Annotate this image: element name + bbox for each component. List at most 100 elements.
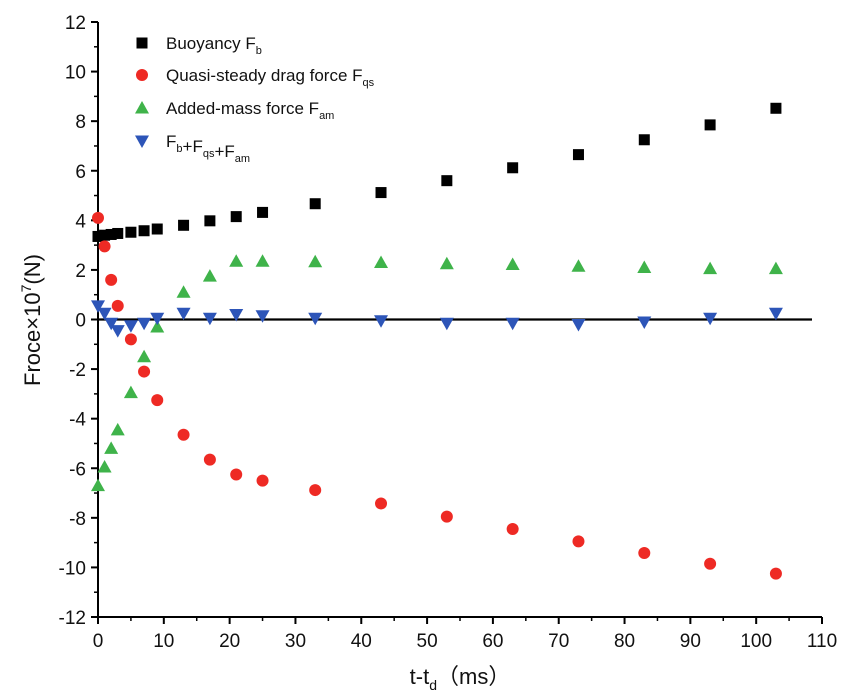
x-tick-label: 110 [807,631,837,652]
x-tick-label: 60 [482,631,503,652]
y-tick-label: 12 [65,13,86,34]
data-point [98,240,111,253]
data-point [255,254,270,267]
data-point [105,273,118,286]
y-tick-label: 6 [75,162,86,183]
x-tick-label: 20 [219,631,240,652]
y-tick-label: -6 [69,459,86,480]
legend-label: Added-mass force Fam [166,99,334,122]
series-1 [92,211,782,580]
data-point [704,557,717,570]
y-tick-label: -2 [69,360,86,381]
legend-label: Buoyancy Fb [166,34,262,57]
data-point [203,453,216,466]
data-point [441,175,453,187]
data-point [505,317,520,331]
axis-titles: t-td（ms） Froce×107(N) [18,254,510,693]
legend-label: Fb+Fqs+Fam [166,132,250,165]
data-point [257,206,269,218]
data-point [151,223,163,235]
data-point [256,474,269,487]
data-point [374,315,389,328]
legend-marker [136,69,148,81]
data-point [204,215,216,227]
data-point [97,307,112,321]
data-point [97,460,112,473]
data-point [111,299,124,312]
data-point [137,317,152,331]
data-point [92,211,104,224]
axes-layer: 0 10 20 30 40 50 60 70 80 90 100 110 -12 -10 -8 -6 -4 -2 0… [59,13,838,652]
data-point [309,198,321,210]
x-tick-label: 100 [740,631,772,652]
data-point [112,227,124,239]
y-tick-label: 2 [75,261,86,282]
y-tick-label: -12 [59,608,86,629]
data-point [138,225,150,237]
legend-marker [135,135,149,148]
x-axis-title: t-td（ms） [410,664,511,693]
data-point [308,254,323,268]
legend-entry: Buoyancy Fb [136,34,262,57]
data-point [92,230,104,242]
data-point [151,394,164,407]
data-point [572,149,584,161]
data-point [178,219,190,231]
data-point [110,325,125,338]
data-point [229,254,244,267]
y-tick-label: 8 [75,112,86,133]
data-point [506,522,519,535]
data-point [572,535,585,548]
data-point [123,385,138,399]
data-point [230,211,242,223]
data-point [704,119,716,131]
series-0 [92,102,782,242]
data-point [375,187,387,199]
data-point [571,259,586,272]
y-tick-label: 10 [65,63,86,84]
data-point [308,312,323,326]
data-point [104,317,119,331]
data-point [176,307,191,321]
x-tick-label: 10 [153,631,174,652]
x-tick-label: 80 [614,631,635,652]
legend-entry: Added-mass force Fam [135,99,334,122]
data-point [769,567,782,580]
data-point [770,102,782,114]
x-tick-label: 40 [351,631,372,652]
data-point [137,349,152,363]
data-point [99,229,111,241]
data-point [637,316,652,329]
x-tick-label: 30 [285,631,306,652]
data-point [638,547,651,560]
data-point [507,162,519,174]
data-point [255,310,270,323]
legend-entry: Quasi-steady drag force Fqs [136,66,375,89]
data-point [104,441,119,454]
y-tick-label: 4 [75,211,86,232]
legend-label: Quasi-steady drag force Fqs [166,66,375,89]
data-point [440,510,453,523]
x-tick-label: 0 [93,631,104,652]
data-point [105,228,117,240]
legend-marker [135,101,149,114]
data-point [177,428,190,441]
y-tick-label: -10 [59,558,86,579]
data-point [124,333,137,346]
data-point [150,319,165,333]
data-point [91,300,105,313]
data-point [202,269,217,282]
data-point [703,312,718,326]
data-point [138,365,151,378]
data-point [229,309,244,322]
legend: Buoyancy Fb Quasi-steady drag force Fqs Ad… [135,34,375,165]
data-point [374,255,389,268]
data-point [176,285,191,298]
data-point [439,317,454,331]
data-point [309,484,322,497]
y-axis-title: Froce×107(N) [18,254,45,386]
data-point [571,318,586,332]
data-point [123,320,138,333]
data-point [505,257,520,270]
x-tick-label: 90 [680,631,701,652]
